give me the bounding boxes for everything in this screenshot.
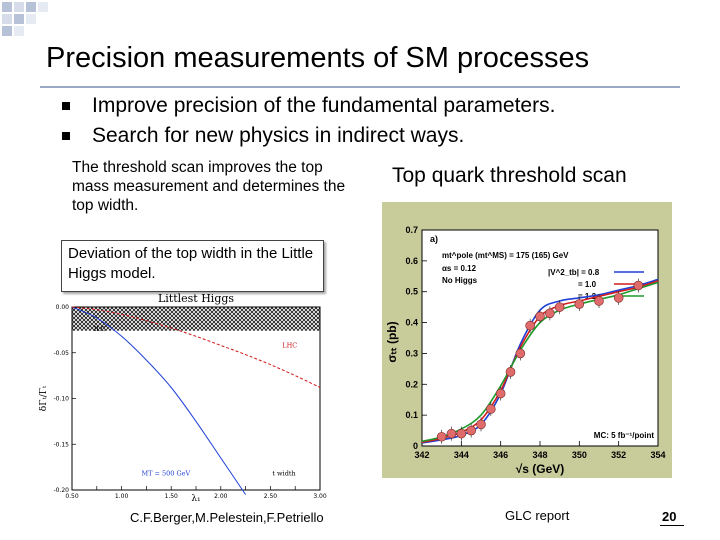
square-bullet-icon — [62, 132, 70, 140]
x-axis-label: λ₁ — [191, 494, 200, 502]
threshold-scan-plot: 342 344 346 348 350 352 354 0 0.1 0.2 0.3 0.4 0.5 0.6… — [382, 202, 672, 478]
footer-credit: C.F.Berger,M.Pelestein,F.Petriello — [130, 510, 324, 525]
x-tick-label: 1.00 — [115, 493, 129, 500]
y-tick-label: -0.15 — [53, 441, 69, 448]
x-tick-label: 352 — [611, 450, 626, 460]
plot-annotation: t width — [272, 469, 295, 477]
data-point — [466, 425, 476, 436]
slide-title: Precision measurements of SM processes — [46, 42, 590, 74]
bullet-text: Search for new physics in indirect ways. — [92, 124, 465, 147]
data-point — [633, 280, 644, 291]
bullet-item: Improve precision of the fundamental par… — [58, 91, 555, 121]
bullet-text: Improve precision of the fundamental par… — [92, 94, 556, 117]
plot-annotation: LHC — [282, 341, 297, 349]
y-tick-label: -0.05 — [53, 350, 69, 357]
legend-entry: αs = 0.12 — [442, 264, 477, 273]
legend-entry: |V^2_tb| = 0.8 — [548, 268, 600, 277]
page-number: 20 — [662, 509, 677, 524]
legend-entry: = 1.0 — [578, 280, 597, 289]
data-point — [535, 311, 545, 322]
y-tick-label: 0.6 — [405, 256, 418, 266]
square-bullet-icon — [62, 102, 70, 110]
series-line — [71, 306, 247, 495]
x-tick-label: 342 — [414, 450, 429, 460]
x-tick-label: 0.50 — [65, 493, 79, 500]
x-tick-label: 354 — [650, 450, 665, 460]
ilc-band — [72, 307, 320, 331]
y-axis-label: δΓₜ/Γₜ — [39, 385, 49, 411]
chart-title: Littlest Higgs — [158, 292, 234, 305]
y-tick-label: 0.4 — [405, 318, 418, 328]
legend-entry: mt^pole (mt^MS) = 175 (165) GeV — [442, 251, 569, 260]
data-point — [525, 320, 535, 331]
chart-title: a) — [430, 234, 438, 244]
plot-annotation: MT = 500 GeV — [141, 469, 190, 477]
x-tick-label: 348 — [532, 450, 547, 460]
bullet-list: Improve precision of the fundamental par… — [58, 91, 555, 151]
data-point — [594, 296, 604, 306]
x-tick-label: 1.50 — [165, 493, 179, 500]
series-line — [71, 306, 321, 388]
y-tick-label: 0.7 — [405, 225, 418, 235]
y-tick-label: 0.5 — [405, 287, 418, 297]
data-point — [446, 428, 457, 439]
mc-note: MC: 5 fb⁻¹/point — [594, 431, 655, 440]
data-point — [545, 308, 555, 319]
bullet-item: Search for new physics in indirect ways. — [58, 121, 555, 151]
plot-frame — [71, 306, 321, 491]
x-tick-label: 350 — [572, 450, 587, 460]
x-tick-label: 346 — [493, 450, 508, 460]
threshold-scan-title: Top quark threshold scan — [392, 164, 627, 187]
data-point — [476, 419, 486, 430]
plot-annotation: ILC — [94, 325, 106, 333]
x-axis-label: √s (GeV) — [516, 462, 565, 476]
data-point — [456, 428, 467, 439]
x-tick-label: 2.50 — [264, 493, 278, 500]
data-point — [515, 348, 526, 359]
y-tick-label: -0.10 — [53, 396, 69, 403]
title-divider — [40, 86, 680, 88]
y-tick-label: 0.1 — [405, 410, 418, 420]
data-point — [495, 388, 506, 399]
y-tick-label: 0 — [413, 441, 418, 451]
intro-text: The threshold scan improves the top mass… — [72, 159, 346, 214]
data-point — [486, 404, 496, 414]
x-tick-label: 3.00 — [313, 493, 327, 500]
y-tick-label: -0.20 — [53, 487, 69, 494]
data-point — [436, 431, 447, 442]
page-number-underline — [660, 525, 684, 526]
x-tick-label: 344 — [454, 450, 469, 460]
legend-entry: No Higgs — [442, 276, 478, 285]
x-tick-label: 2.00 — [214, 493, 228, 500]
y-axis-label: σₜₜ (pb) — [385, 321, 399, 362]
data-point — [613, 293, 624, 303]
y-tick-label: 0.2 — [405, 379, 418, 389]
data-point — [554, 302, 565, 312]
corner-decoration — [2, 2, 48, 36]
footer-report: GLC report — [505, 508, 570, 523]
y-tick-label: 0.00 — [56, 304, 70, 311]
plot-frame — [421, 229, 659, 447]
littlest-higgs-plot: Littlest Higgs 0.50 1.00 1.50 2.00 2.50 3.00 0.… — [39, 292, 327, 502]
little-higgs-callout: Deviation of the top width in the Little… — [61, 240, 324, 292]
data-point — [574, 299, 585, 309]
data-point — [505, 367, 516, 377]
y-tick-label: 0.3 — [405, 348, 418, 358]
